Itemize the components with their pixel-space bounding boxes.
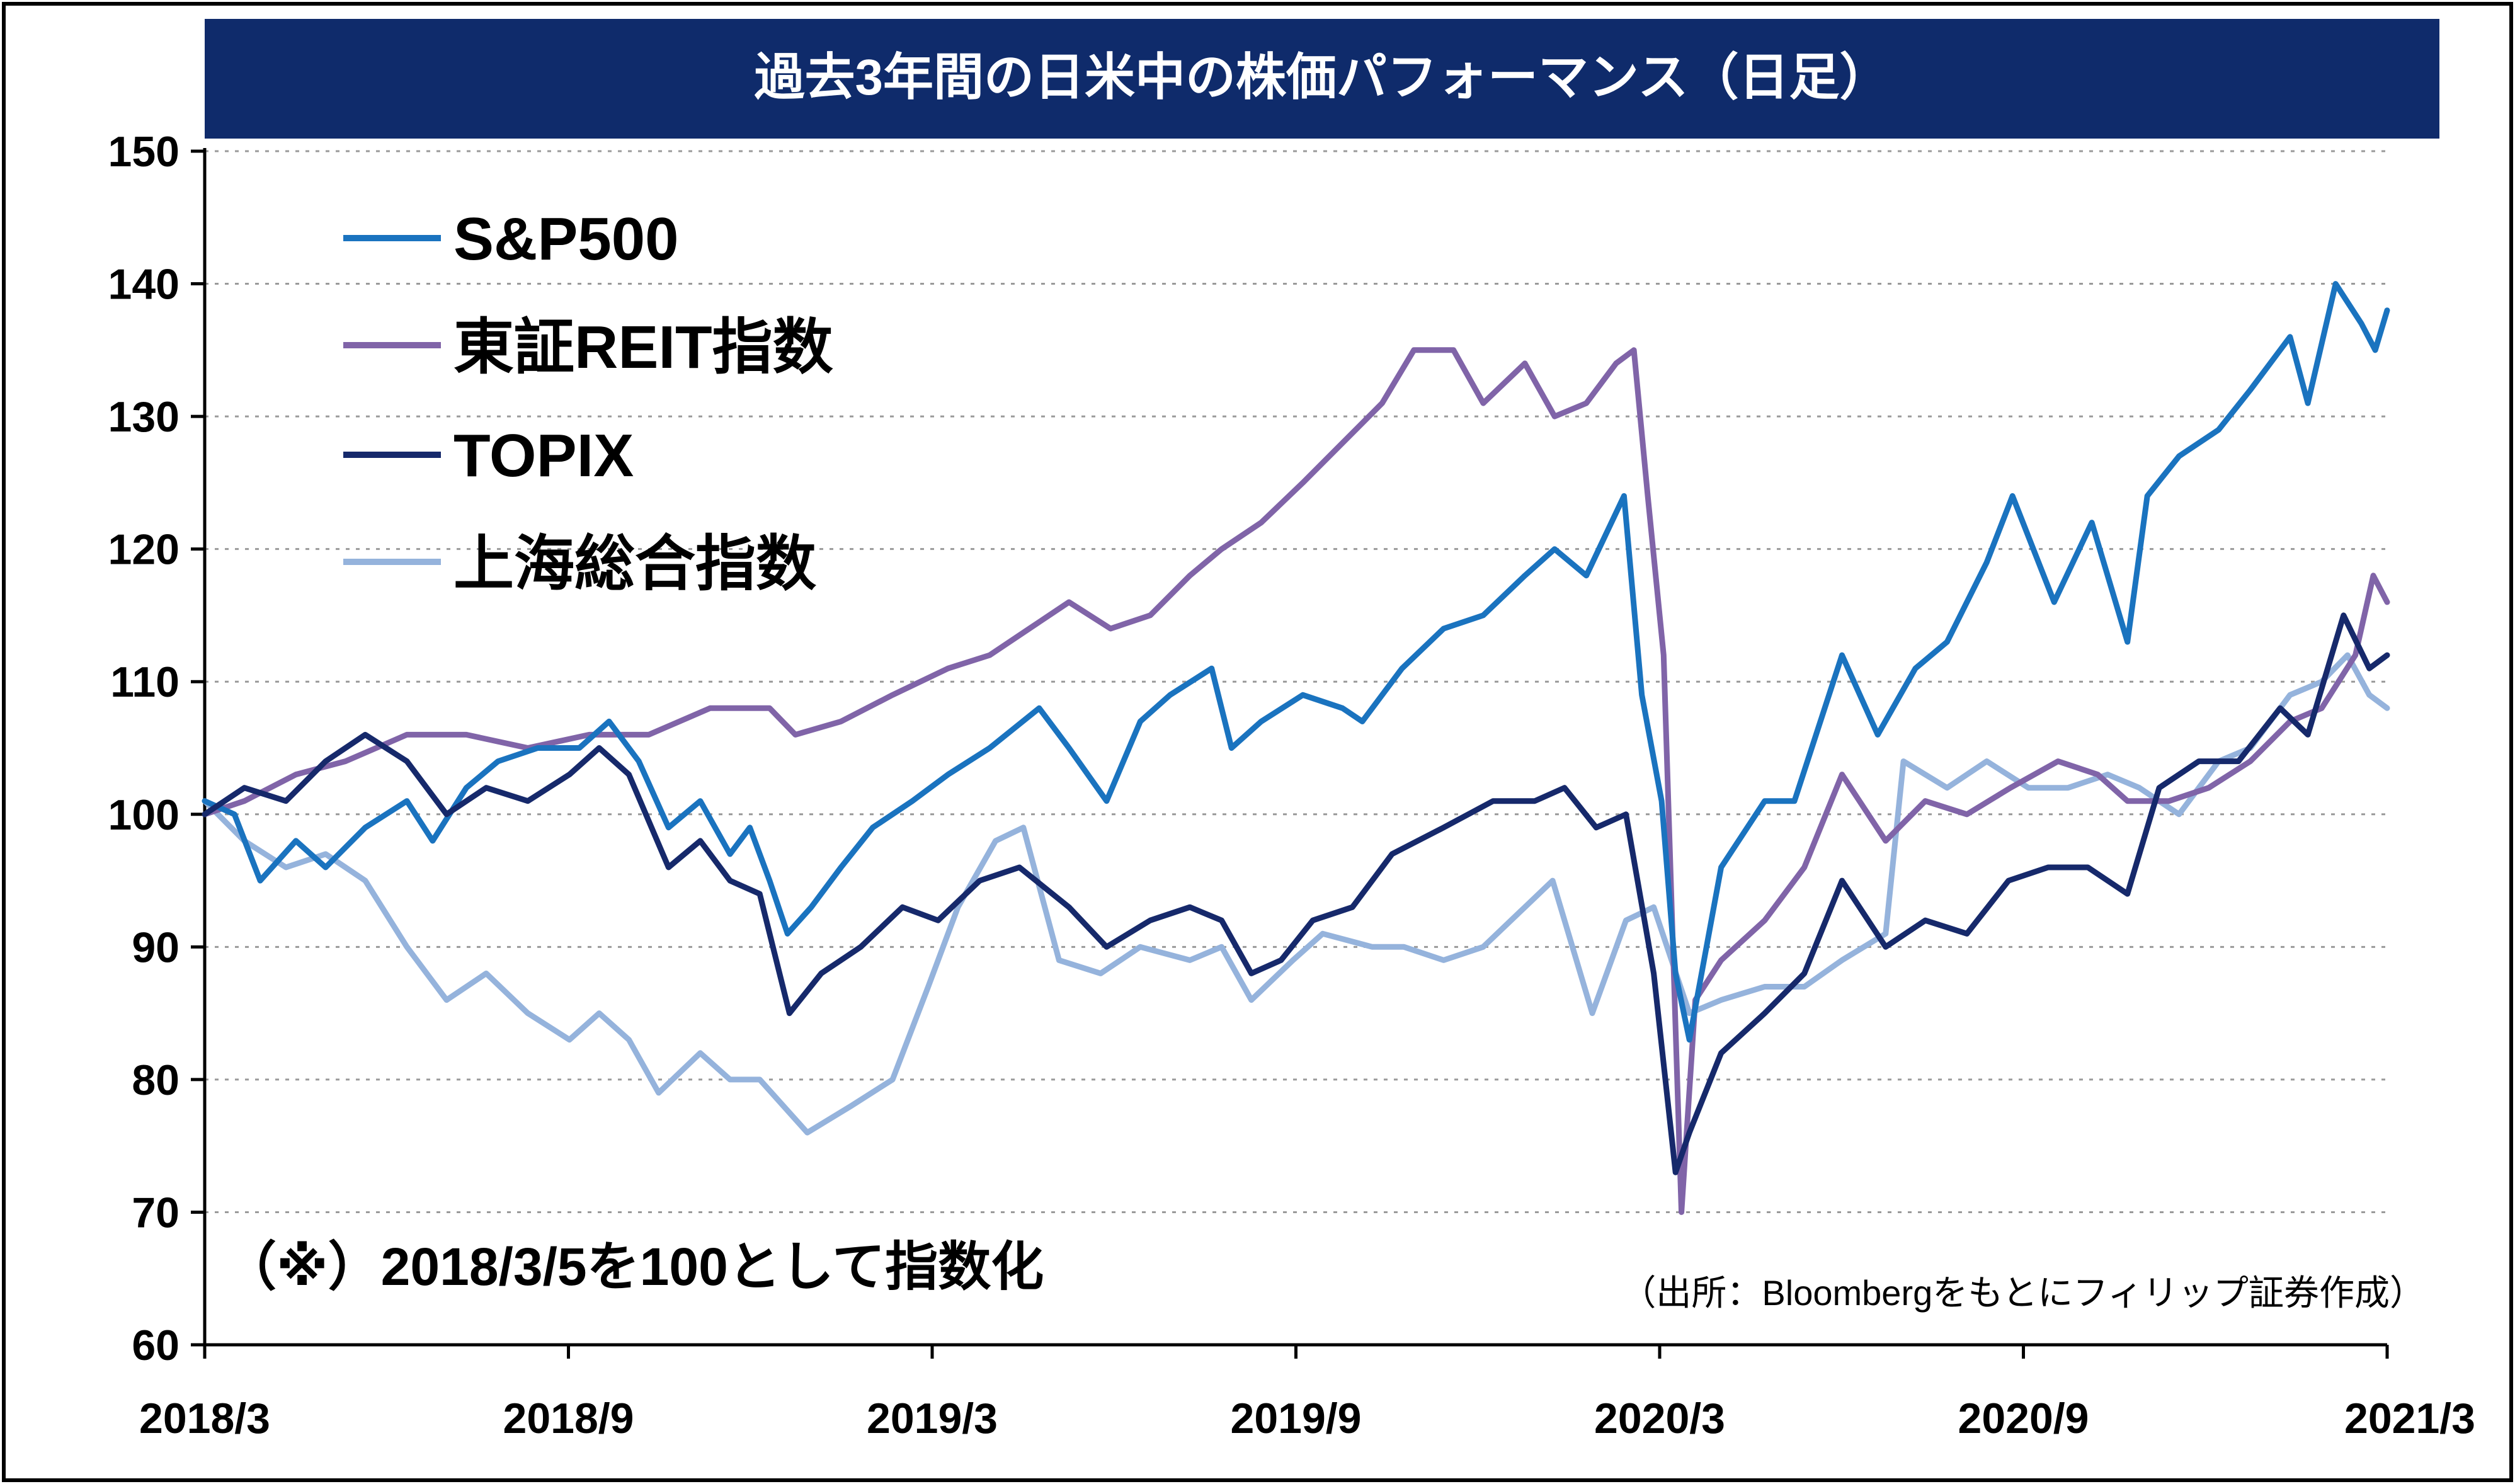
series-line-1	[202, 347, 2390, 1215]
y-tick-label-100: 100	[108, 791, 180, 839]
grid-layer	[205, 150, 2387, 1213]
y-tick-label-80: 80	[132, 1056, 180, 1104]
y-tick-label-120: 120	[108, 526, 180, 574]
legend-item-sp500: S&P500	[343, 205, 679, 273]
y-tick-label-150: 150	[108, 128, 180, 176]
x-tick-label-2018-3: 2018/3	[139, 1395, 270, 1442]
legend-label-shanghai: 上海総合指数	[453, 530, 816, 598]
series-line-0	[202, 281, 2390, 1043]
x-tick-label-2021-3: 2021/3	[2344, 1395, 2475, 1442]
chart-title: 過去3年間の日米中の株価パフォーマンス（日足）	[755, 49, 1890, 105]
index-note: （※）2018/3/5を100として指数化	[224, 1237, 1044, 1296]
x-tick-label-2019-3: 2019/3	[867, 1395, 998, 1442]
legend-item-topix: TOPIX	[343, 422, 634, 489]
legend-item-reit: 東証REIT指数	[343, 314, 833, 381]
title-banner	[205, 19, 2439, 139]
x-tick-label-2020-9: 2020/9	[1958, 1395, 2089, 1442]
y-tick-label-140: 140	[108, 261, 180, 309]
y-tick-label-70: 70	[132, 1189, 180, 1236]
y-tick-label-130: 130	[108, 393, 180, 441]
x-tick-label-2019-9: 2019/9	[1231, 1395, 1362, 1442]
y-tick-label-110: 110	[110, 658, 180, 706]
series-line-3	[202, 652, 2390, 1136]
legend-item-shanghai: 上海総合指数	[343, 530, 816, 598]
axes-layer: 60 70 80 90 100 110 120 130 140 150 2018/3 2018/9 20…	[108, 128, 2475, 1442]
series-line-2	[202, 612, 2390, 1175]
series-layer	[202, 281, 2390, 1215]
legend-label-sp500: S&P500	[453, 205, 679, 273]
legend-label-reit: 東証REIT指数	[453, 314, 833, 381]
x-tick-label-2020-3: 2020/3	[1594, 1395, 1725, 1442]
x-tick-label-2018-9: 2018/9	[503, 1395, 634, 1442]
source-note: （出所：Bloombergをもとにフィリップ証券作成）	[1621, 1273, 2425, 1313]
y-tick-label-60: 60	[132, 1321, 180, 1369]
y-tick-label-90: 90	[132, 923, 180, 971]
legend-label-topix: TOPIX	[453, 422, 634, 489]
legend: S&P500 東証REIT指数 TOPIX 上海総合指数	[343, 205, 833, 598]
